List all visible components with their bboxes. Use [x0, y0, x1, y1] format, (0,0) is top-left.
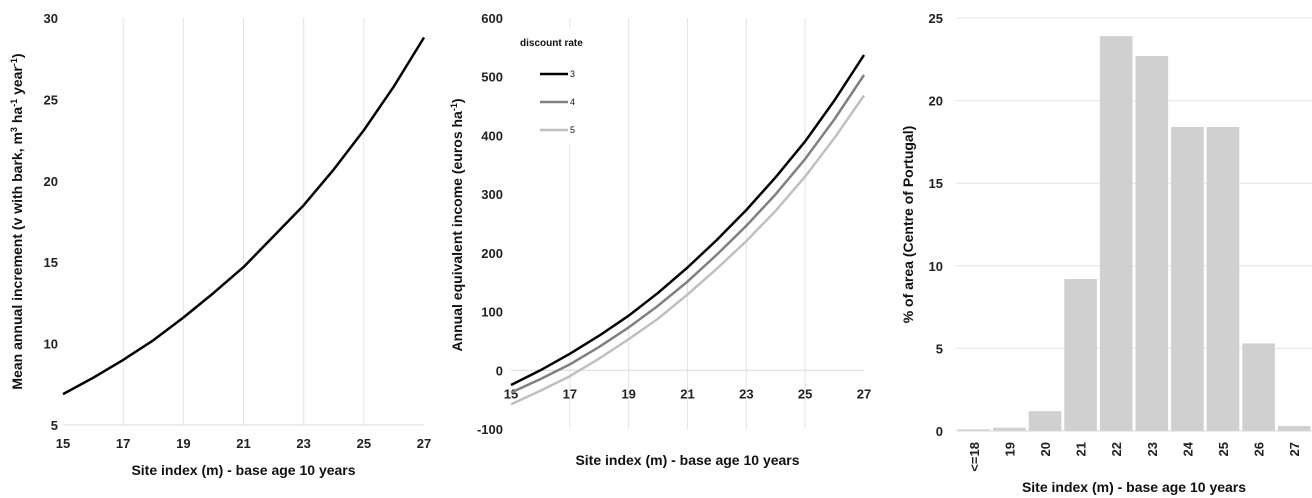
x-tick-label: 22: [1109, 442, 1124, 456]
bar: [1206, 127, 1240, 432]
y-axis-title: % of area (Centre of Portugal): [900, 126, 916, 324]
x-tick-label: 20: [1038, 442, 1053, 456]
legend-title: discount rate: [520, 38, 583, 49]
x-tick-label: 23: [739, 386, 753, 401]
y-tick-label: 200: [481, 246, 503, 261]
y-tick-label: 5: [936, 341, 943, 356]
legend-label: 3: [570, 69, 575, 79]
x-tick-label: 17: [116, 436, 130, 451]
x-tick-label: 21: [236, 436, 250, 451]
x-tick-label: 15: [504, 386, 518, 401]
y-tick-label: 25: [929, 11, 943, 26]
y-tick-label: 10: [929, 259, 943, 274]
axis-title-part: Annual equivalent income (euros ha: [449, 111, 465, 352]
x-axis-title: Site index (m) - base age 10 years: [575, 452, 799, 468]
x-tick-label: 25: [357, 436, 371, 451]
axis-title-part: -1: [9, 58, 19, 66]
x-tick-label: 21: [680, 386, 694, 401]
y-tick-label: 600: [481, 11, 503, 26]
y-axis-title: Mean annual increment (v with bark, m3 h…: [9, 53, 25, 389]
axis-title-part: -1: [9, 99, 19, 107]
x-tick-label: 19: [176, 436, 190, 451]
x-tick-label: 23: [1145, 442, 1160, 456]
x-tick-label: 21: [1074, 442, 1089, 456]
axis-title-part: Mean annual increment (v with bark, m: [9, 132, 25, 390]
y-tick-label: 15: [929, 176, 943, 191]
axis-title-part: ): [9, 53, 25, 58]
bar: [993, 427, 1026, 431]
series-line-4: [510, 74, 866, 394]
x-tick-label: 19: [621, 386, 635, 401]
bar: [957, 429, 991, 431]
x-tick-label: 27: [857, 386, 871, 401]
x-tick-label: 23: [296, 436, 310, 451]
axis-title-part: ): [449, 98, 465, 103]
y-tick-label: 25: [44, 92, 58, 107]
y-tick-label: 15: [44, 255, 58, 270]
y-tick-label: 300: [481, 187, 503, 202]
y-tick-label: -100: [477, 422, 503, 437]
x-axis-title: Site index (m) - base age 10 years: [131, 462, 355, 478]
bar: [1135, 55, 1169, 431]
axis-title-part: -1: [449, 103, 459, 111]
x-tick-label: 19: [1002, 442, 1017, 456]
y-tick-label: 400: [481, 128, 503, 143]
axis-title-part: ha: [9, 107, 25, 127]
x-tick-label: 26: [1252, 442, 1267, 456]
bar: [1171, 127, 1204, 432]
y-tick-label: 0: [936, 424, 943, 439]
bar: [1242, 343, 1275, 431]
bar: [1277, 426, 1311, 431]
x-tick-label: 25: [798, 386, 812, 401]
y-tick-label: 5: [51, 418, 58, 433]
bar: [1064, 279, 1097, 431]
legend-label: 5: [570, 125, 575, 135]
y-tick-label: 10: [44, 337, 58, 352]
bar: [1028, 411, 1062, 431]
legend-label: 4: [570, 97, 575, 107]
y-axis-title: Annual equivalent income (euros ha-1): [449, 98, 465, 351]
x-tick-label: 17: [563, 386, 577, 401]
series-line: [62, 36, 426, 396]
y-tick-label: 30: [44, 11, 58, 26]
series-line-3: [510, 54, 866, 387]
x-tick-label: 25: [1216, 442, 1231, 456]
x-tick-label: 24: [1180, 441, 1195, 456]
y-tick-label: 100: [481, 305, 503, 320]
y-tick-label: 20: [929, 94, 943, 109]
x-tick-label: 27: [1287, 442, 1302, 456]
series-line-5: [510, 94, 866, 406]
x-tick-label: <=18: [967, 442, 982, 472]
x-tick-label: 27: [417, 436, 431, 451]
y-tick-label: 20: [44, 174, 58, 189]
x-tick-label: 15: [56, 436, 70, 451]
axis-title-part: 3: [9, 127, 19, 132]
y-tick-label: 0: [496, 363, 503, 378]
legend-box: [516, 28, 616, 144]
axis-title-part: year: [9, 66, 25, 99]
bar: [1099, 36, 1133, 432]
x-axis-title: Site index (m) - base age 10 years: [1022, 479, 1246, 495]
y-tick-label: 500: [481, 70, 503, 85]
